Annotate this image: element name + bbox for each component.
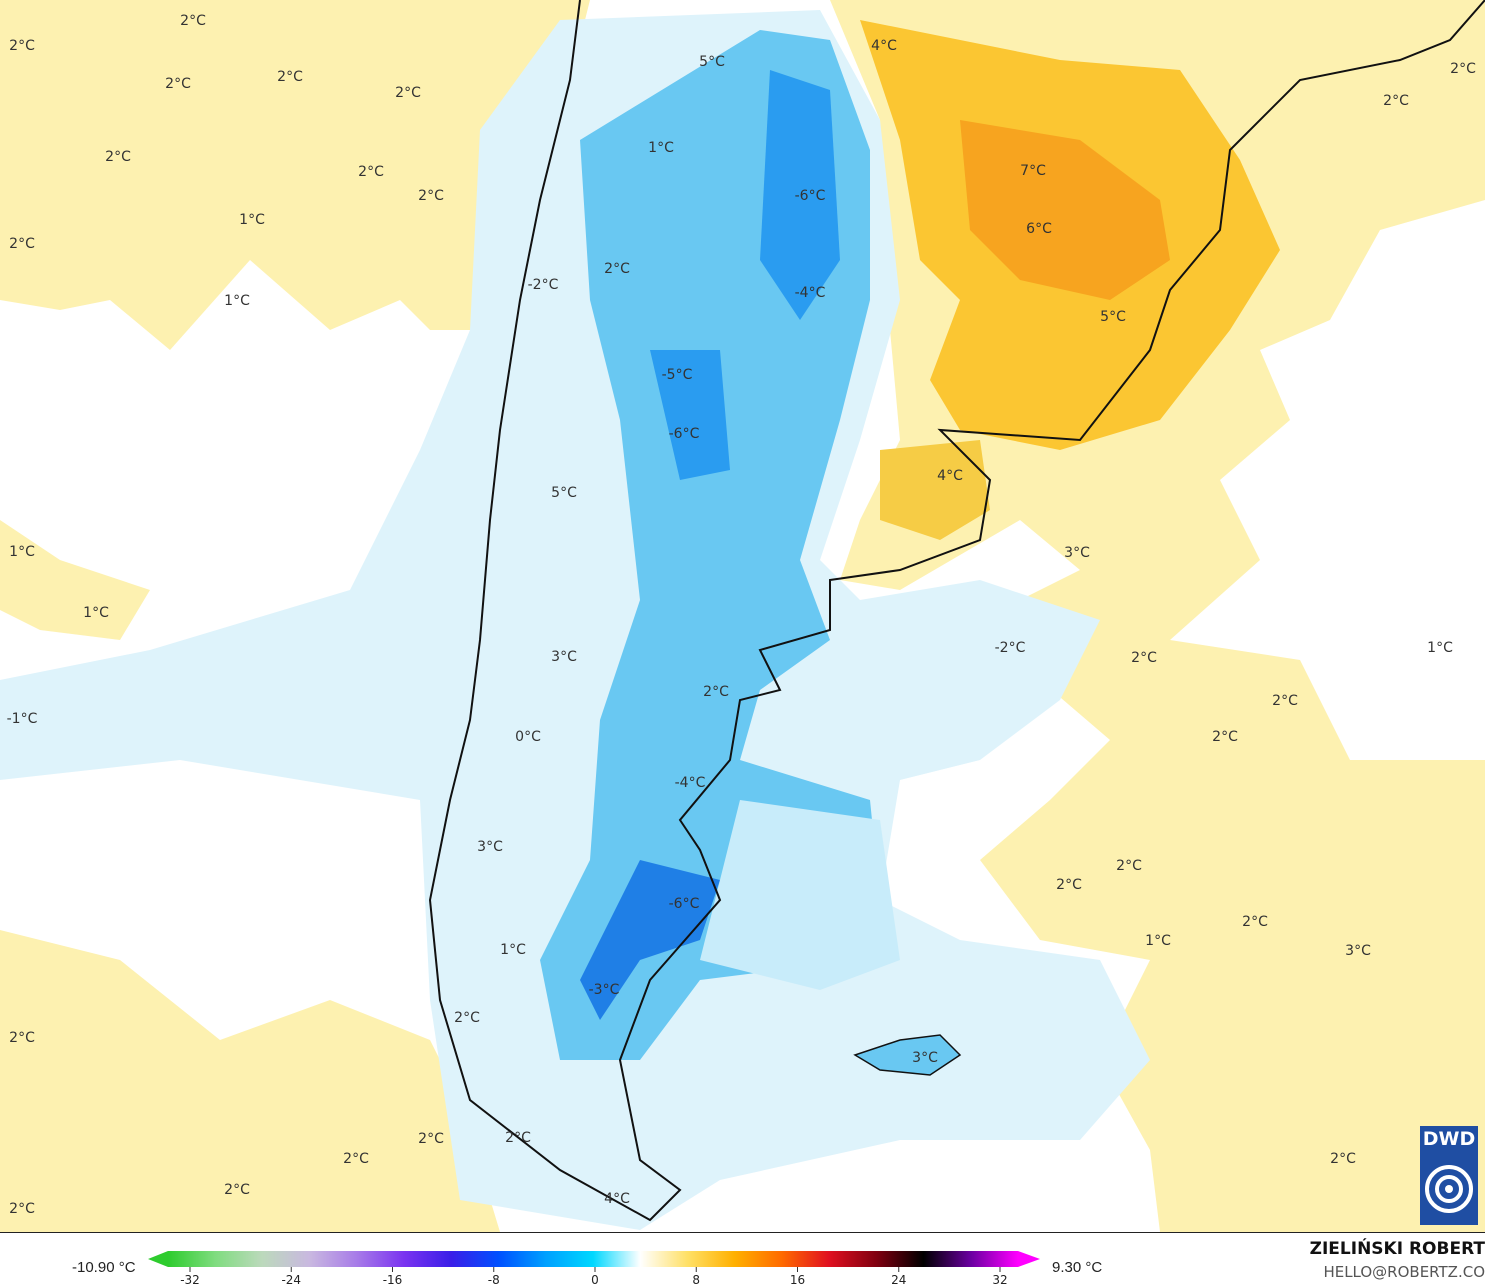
- isotherm-label: 3°C: [1345, 943, 1371, 959]
- isotherm-label: 1°C: [1427, 640, 1453, 656]
- cold-core-north: [760, 70, 840, 320]
- warm-area-southwest: [0, 930, 500, 1232]
- colorbar-tick-label: 0: [591, 1273, 599, 1287]
- dwd-logo: DWD: [1420, 1126, 1478, 1225]
- isotherm-label: 2°C: [105, 149, 131, 165]
- isotherm-label: -6°C: [795, 188, 826, 204]
- isotherm-label: -1°C: [7, 711, 38, 727]
- isotherm-label: 2°C: [418, 188, 444, 204]
- colorbar-tick-label: -8: [488, 1273, 500, 1287]
- colorbar-min-arrow: [148, 1251, 168, 1267]
- isotherm-label: 3°C: [551, 649, 577, 665]
- spiral-icon: [1425, 1165, 1473, 1213]
- isotherm-label: -4°C: [795, 285, 826, 301]
- isotherm-label: 2°C: [343, 1151, 369, 1167]
- isotherm-label: 2°C: [1212, 729, 1238, 745]
- isotherm-label: 3°C: [912, 1050, 938, 1066]
- isotherm-label: 1°C: [83, 605, 109, 621]
- isotherm-label: 2°C: [1242, 914, 1268, 930]
- colorbar-tick-label: 32: [992, 1273, 1007, 1287]
- isotherm-label: 1°C: [224, 293, 250, 309]
- warm-area-west: [0, 520, 150, 640]
- isotherm-label: 6°C: [1026, 221, 1052, 237]
- isotherm-label: -4°C: [675, 775, 706, 791]
- isotherm-label: 4°C: [937, 468, 963, 484]
- warm-area-northwest: [0, 0, 590, 350]
- isotherm-label: 2°C: [277, 69, 303, 85]
- isotherm-label: 5°C: [699, 54, 725, 70]
- isotherm-label: 2°C: [358, 164, 384, 180]
- legend-bar: -10.90 °C -32 -24 -16 -8 0 8 16 24 32 9.30 °C ZI…: [0, 1233, 1485, 1287]
- isotherm-label: 2°C: [454, 1010, 480, 1026]
- dwd-logo-text: DWD: [1422, 1128, 1476, 1150]
- isotherm-label: 2°C: [395, 85, 421, 101]
- colorbar-tick-label: 8: [692, 1273, 700, 1287]
- isotherm-label: 2°C: [9, 1201, 35, 1217]
- isotherm-label: 4°C: [871, 38, 897, 54]
- isotherm-label: 1°C: [9, 544, 35, 560]
- isotherm-label: 5°C: [1100, 309, 1126, 325]
- isotherm-label: 2°C: [1131, 650, 1157, 666]
- hot-core: [960, 120, 1170, 300]
- colorbar-tick-label: 16: [790, 1273, 805, 1287]
- colorbar-tick-label: -24: [281, 1273, 301, 1287]
- map-canvas: 2°C 2°C 2°C 2°C 2°C 2°C 2°C 2°C 1°C 2°C 1°C 4°C 5°C 1…: [0, 0, 1485, 1232]
- isotherm-label: 5°C: [551, 485, 577, 501]
- colorbar-tick-label: 24: [891, 1273, 906, 1287]
- colorbar-tick-label: -32: [180, 1273, 200, 1287]
- colorbar-min-label: -10.90 °C: [72, 1259, 136, 1276]
- falkland-islands: [853, 1034, 962, 1076]
- isotherm-label: -2°C: [995, 640, 1026, 656]
- colorbar-tick-label: -16: [383, 1273, 403, 1287]
- isotherm-label: 0°C: [515, 729, 541, 745]
- isotherm-label: 4°C: [604, 1191, 630, 1207]
- isotherm-label: -6°C: [669, 896, 700, 912]
- isotherm-label: -5°C: [662, 367, 693, 383]
- cold-area-atlantic: [700, 800, 900, 990]
- isotherm-label: 1°C: [1145, 933, 1171, 949]
- isotherm-label: 1°C: [239, 212, 265, 228]
- colorbar: -32 -24 -16 -8 0 8 16 24 32: [148, 1251, 1040, 1287]
- isotherm-label: -3°C: [589, 982, 620, 998]
- isotherm-label: 2°C: [1450, 61, 1476, 77]
- isotherm-label: 2°C: [703, 684, 729, 700]
- colorbar-max-arrow: [1018, 1251, 1040, 1267]
- isotherm-label: 2°C: [9, 1030, 35, 1046]
- warm-area-pampas: [880, 440, 990, 540]
- isotherm-label: 2°C: [1272, 693, 1298, 709]
- isotherm-label: -2°C: [528, 277, 559, 293]
- isotherm-label: 2°C: [180, 13, 206, 29]
- isotherm-label: 2°C: [505, 1130, 531, 1146]
- isotherm-label: 7°C: [1020, 163, 1046, 179]
- isotherm-label: 3°C: [1064, 545, 1090, 561]
- isotherm-label: 2°C: [224, 1182, 250, 1198]
- isotherm-label: 2°C: [9, 236, 35, 252]
- isotherm-label: 2°C: [9, 38, 35, 54]
- isotherm-labels: 2°C 2°C 2°C 2°C 2°C 2°C 2°C 2°C 1°C 2°C 1°C 4°C 5°C 1…: [7, 13, 1476, 1217]
- cold-core-south: [580, 860, 720, 1020]
- cold-core-central: [650, 350, 730, 480]
- isotherm-label: 2°C: [1330, 1151, 1356, 1167]
- isotherm-label: 2°C: [1383, 93, 1409, 109]
- author-email: HELLO@ROBERTZ.CO: [1323, 1263, 1485, 1281]
- isotherm-label: -6°C: [669, 426, 700, 442]
- isotherm-label: 2°C: [604, 261, 630, 277]
- isotherm-label: 2°C: [1056, 877, 1082, 893]
- colorbar-max-label: 9.30 °C: [1052, 1259, 1103, 1276]
- isotherm-label: 1°C: [500, 942, 526, 958]
- temperature-map: 2°C 2°C 2°C 2°C 2°C 2°C 2°C 2°C 1°C 2°C 1°C 4°C 5°C 1…: [0, 0, 1485, 1233]
- isotherm-label: 2°C: [418, 1131, 444, 1147]
- coastline: [428, 0, 1485, 1222]
- isotherm-label: 2°C: [165, 76, 191, 92]
- author-credit: ZIELIŃSKI ROBERT: [1309, 1239, 1485, 1259]
- isotherm-label: 2°C: [1116, 858, 1142, 874]
- isotherm-label: 1°C: [648, 140, 674, 156]
- colorbar-gradient: [168, 1251, 1018, 1267]
- isotherm-label: 3°C: [477, 839, 503, 855]
